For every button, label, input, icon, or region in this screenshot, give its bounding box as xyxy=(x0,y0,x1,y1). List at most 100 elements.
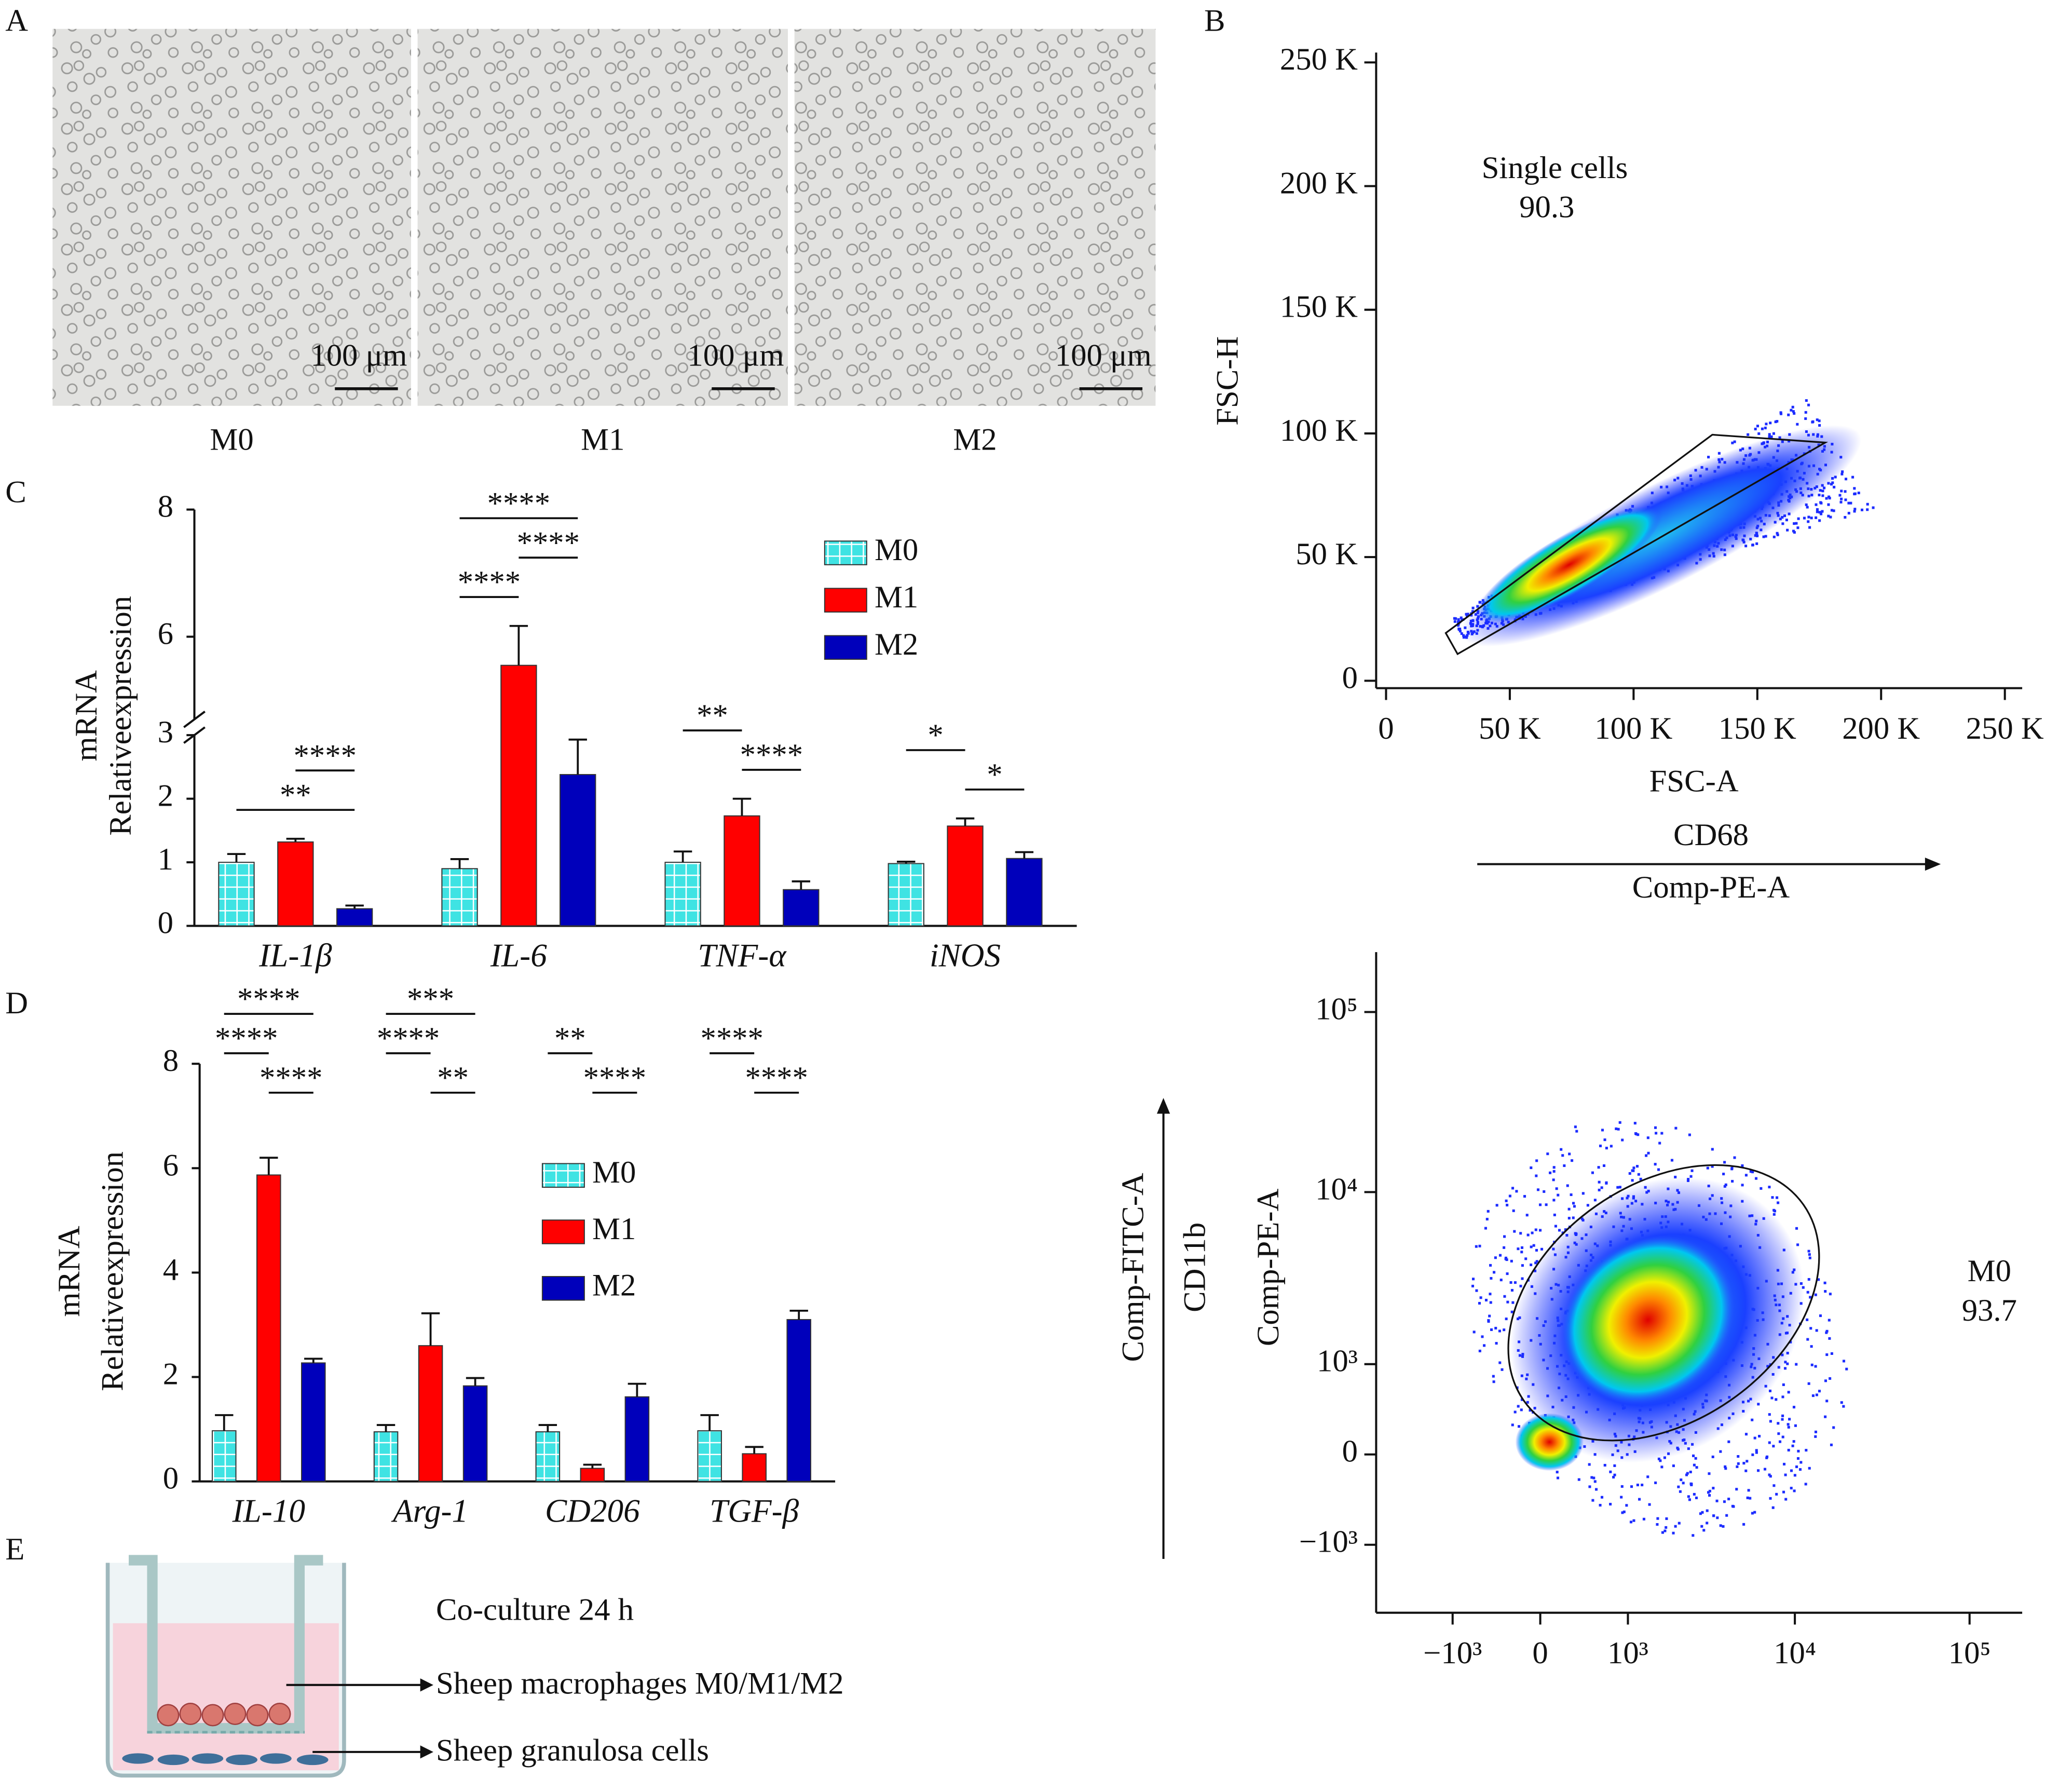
event-dot xyxy=(1540,1247,1544,1251)
micrograph-label: M0 xyxy=(210,423,253,457)
event-dot xyxy=(1656,1523,1659,1526)
event-dot xyxy=(1711,1455,1714,1458)
event-dot xyxy=(1853,487,1856,490)
event-dot xyxy=(1798,1468,1802,1471)
gate xyxy=(1444,433,1829,656)
event-dot xyxy=(1783,1367,1787,1370)
event-dot xyxy=(1690,1169,1694,1172)
significance-label: **** xyxy=(583,1061,646,1095)
density-blob xyxy=(1461,425,1862,647)
event-dot xyxy=(1615,1127,1618,1130)
event-dot xyxy=(1503,1235,1506,1238)
y-tick-label: 10⁵ xyxy=(1315,992,1358,1026)
event-dot xyxy=(1735,1488,1738,1491)
event-dot xyxy=(1818,419,1821,423)
event-dot xyxy=(1820,512,1823,515)
event-dot xyxy=(1478,1349,1481,1352)
event-dot xyxy=(1775,1492,1778,1496)
x-tick-label: IL-1β xyxy=(258,937,332,973)
y-axis-label: mRNA xyxy=(69,670,104,762)
event-dot xyxy=(1593,1199,1597,1202)
x-tick-label: 250 K xyxy=(1966,711,2044,746)
event-dot xyxy=(1795,1363,1798,1366)
bar xyxy=(301,1362,326,1482)
event-dot xyxy=(1530,1245,1533,1248)
event-dot xyxy=(1639,1177,1642,1180)
event-dot xyxy=(1488,1314,1491,1318)
event-dot xyxy=(1554,1225,1557,1228)
event-dot xyxy=(1730,1167,1734,1171)
event-dot xyxy=(1860,508,1864,511)
event-dot xyxy=(1787,1448,1790,1451)
bar xyxy=(462,1385,488,1482)
event-dot xyxy=(1803,517,1806,520)
event-dot xyxy=(1498,1361,1502,1364)
event-dot xyxy=(1806,1338,1809,1341)
event-dot xyxy=(1781,522,1784,525)
event-dot xyxy=(1760,1187,1763,1190)
event-dot xyxy=(1771,1196,1774,1199)
event-dot xyxy=(1807,1250,1810,1253)
event-dot xyxy=(1647,1151,1650,1155)
event-dot xyxy=(1557,1193,1560,1197)
event-dot xyxy=(1590,1476,1593,1479)
event-dot xyxy=(1832,509,1835,512)
event-dot xyxy=(1723,1161,1726,1164)
event-dot xyxy=(1523,1194,1526,1198)
event-dot xyxy=(1742,1462,1746,1465)
event-dot xyxy=(1853,493,1856,496)
event-dot xyxy=(1851,476,1855,479)
event-dot xyxy=(1776,420,1779,423)
event-dot xyxy=(1552,1199,1556,1202)
event-dot xyxy=(1804,1483,1807,1486)
event-dot xyxy=(1744,1469,1748,1472)
bar xyxy=(500,664,537,927)
event-dot xyxy=(1632,1519,1635,1522)
y-tick-label: 6 xyxy=(158,616,173,651)
event-dot xyxy=(1689,1175,1693,1178)
event-dot xyxy=(1762,535,1765,538)
event-dot xyxy=(1768,433,1771,436)
event-dot xyxy=(1495,1342,1498,1345)
event-dot xyxy=(1814,1365,1817,1368)
event-dot xyxy=(1772,1445,1775,1448)
event-dot xyxy=(1770,1396,1774,1400)
event-dot xyxy=(1656,1517,1659,1520)
event-dot xyxy=(1751,1453,1754,1456)
event-dot xyxy=(1519,1232,1522,1235)
event-dot xyxy=(1620,1496,1623,1499)
y-tick-label: 6 xyxy=(163,1148,179,1183)
event-dot xyxy=(1603,1463,1606,1467)
significance-label: ** xyxy=(697,698,728,733)
legend-label: M2 xyxy=(875,627,918,662)
event-dot xyxy=(1778,1440,1782,1443)
event-dot xyxy=(1814,1293,1817,1296)
event-dot xyxy=(1530,1263,1533,1267)
micrograph xyxy=(52,29,411,406)
event-dot xyxy=(1665,1526,1668,1529)
event-dot xyxy=(1471,1278,1475,1281)
event-dot xyxy=(1674,1126,1678,1130)
event-dot xyxy=(1646,1136,1649,1139)
event-dot xyxy=(1773,1210,1777,1213)
event-dot xyxy=(1594,1488,1598,1491)
x-tick-label: 10⁵ xyxy=(1948,1636,1991,1671)
event-dot xyxy=(1784,1473,1787,1476)
event-dot xyxy=(1830,1352,1833,1355)
event-dot xyxy=(1700,1525,1703,1528)
event-dot xyxy=(1808,1256,1811,1259)
event-dot xyxy=(1781,1435,1784,1438)
event-dot xyxy=(1599,1503,1602,1507)
event-dot xyxy=(1840,490,1843,493)
y-marker-label: CD11b xyxy=(1177,1223,1212,1312)
event-dot xyxy=(1511,1301,1515,1304)
event-dot xyxy=(1744,1174,1748,1177)
legend-label: M1 xyxy=(592,1212,636,1246)
x-tick-label: Arg-1 xyxy=(391,1492,468,1529)
event-dot xyxy=(1695,1496,1698,1499)
event-dot xyxy=(1844,498,1847,501)
y-tick-label: 2 xyxy=(163,1357,179,1392)
bar xyxy=(535,1431,561,1482)
